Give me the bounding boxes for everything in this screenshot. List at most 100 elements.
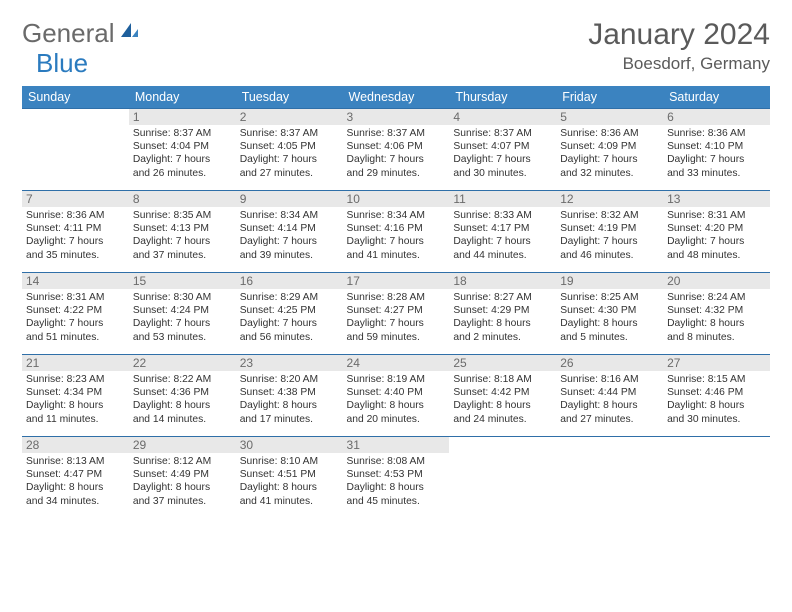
day-line: Sunrise: 8:18 AM (453, 373, 552, 386)
day-line: Daylight: 8 hours (453, 317, 552, 330)
weekday-header: Sunday (22, 86, 129, 109)
day-line: Sunset: 4:24 PM (133, 304, 232, 317)
day-details: Sunrise: 8:30 AMSunset: 4:24 PMDaylight:… (133, 291, 232, 344)
calendar-head: SundayMondayTuesdayWednesdayThursdayFrid… (22, 86, 770, 109)
day-line: Daylight: 8 hours (26, 481, 125, 494)
day-line: Sunrise: 8:37 AM (347, 127, 446, 140)
day-line: and 5 minutes. (560, 331, 659, 344)
day-line: Sunrise: 8:31 AM (26, 291, 125, 304)
day-line: Daylight: 7 hours (133, 317, 232, 330)
day-line: and 30 minutes. (667, 413, 766, 426)
day-line: Sunrise: 8:36 AM (667, 127, 766, 140)
day-number: 3 (343, 109, 450, 125)
day-line: Daylight: 7 hours (667, 153, 766, 166)
day-line: Daylight: 7 hours (347, 317, 446, 330)
day-details: Sunrise: 8:37 AMSunset: 4:05 PMDaylight:… (240, 127, 339, 180)
calendar-cell: 3Sunrise: 8:37 AMSunset: 4:06 PMDaylight… (343, 109, 450, 191)
day-line: Daylight: 7 hours (240, 317, 339, 330)
day-line: Daylight: 7 hours (560, 235, 659, 248)
day-line: Sunrise: 8:08 AM (347, 455, 446, 468)
day-line: Daylight: 8 hours (347, 481, 446, 494)
calendar-cell: 15 Sunrise: 8:30 AMSunset: 4:24 PMDayligh… (129, 273, 236, 355)
day-line: Daylight: 7 hours (26, 235, 125, 248)
day-details: Sunrise: 8:36 AMSunset: 4:11 PMDaylight:… (26, 209, 125, 262)
calendar-cell: 28Sunrise: 8:13 AMSunset: 4:47 PMDayligh… (22, 437, 129, 519)
day-line: and 44 minutes. (453, 249, 552, 262)
day-details: Sunrise: 8:31 AMSunset: 4:20 PMDaylight:… (667, 209, 766, 262)
day-number: 27 (663, 355, 770, 371)
day-line: Daylight: 7 hours (133, 235, 232, 248)
day-details: Sunrise: 8:13 AMSunset: 4:47 PMDaylight:… (26, 455, 125, 508)
day-number: 26 (556, 355, 663, 371)
day-line: Sunset: 4:09 PM (560, 140, 659, 153)
weekday-header: Saturday (663, 86, 770, 109)
day-details: Sunrise: 8:36 AMSunset: 4:09 PMDaylight:… (560, 127, 659, 180)
logo: General (22, 18, 143, 49)
day-line: Sunrise: 8:16 AM (560, 373, 659, 386)
day-line: Sunrise: 8:15 AM (667, 373, 766, 386)
day-number: 7 (22, 191, 129, 207)
day-number: 12 (556, 191, 663, 207)
day-line: and 37 minutes. (133, 249, 232, 262)
day-line: Sunrise: 8:30 AM (133, 291, 232, 304)
day-line: Daylight: 7 hours (667, 235, 766, 248)
day-details: Sunrise: 8:23 AMSunset: 4:34 PMDaylight:… (26, 373, 125, 426)
day-line: Sunset: 4:16 PM (347, 222, 446, 235)
day-details: Sunrise: 8:24 AMSunset: 4:32 PMDaylight:… (667, 291, 766, 344)
calendar-cell: 23Sunrise: 8:20 AMSunset: 4:38 PMDayligh… (236, 355, 343, 437)
calendar-cell: 30Sunrise: 8:10 AMSunset: 4:51 PMDayligh… (236, 437, 343, 519)
day-number: 15 (129, 273, 236, 289)
day-number: 21 (22, 355, 129, 371)
calendar-cell: 27Sunrise: 8:15 AMSunset: 4:46 PMDayligh… (663, 355, 770, 437)
day-line: Sunset: 4:07 PM (453, 140, 552, 153)
header: General January 2024 Boesdorf, Germany (22, 18, 770, 74)
day-number: 17 (343, 273, 450, 289)
logo-text-1: General (22, 18, 115, 49)
day-line: Sunset: 4:42 PM (453, 386, 552, 399)
day-details: Sunrise: 8:33 AMSunset: 4:17 PMDaylight:… (453, 209, 552, 262)
day-line: and 27 minutes. (560, 413, 659, 426)
calendar-cell: 10Sunrise: 8:34 AMSunset: 4:16 PMDayligh… (343, 191, 450, 273)
day-line: Sunrise: 8:37 AM (133, 127, 232, 140)
day-details: Sunrise: 8:08 AMSunset: 4:53 PMDaylight:… (347, 455, 446, 508)
page-title: January 2024 (588, 18, 770, 52)
day-details: Sunrise: 8:16 AMSunset: 4:44 PMDaylight:… (560, 373, 659, 426)
day-line: and 46 minutes. (560, 249, 659, 262)
day-line: Sunrise: 8:36 AM (26, 209, 125, 222)
day-line: Sunset: 4:04 PM (133, 140, 232, 153)
day-line: Sunrise: 8:34 AM (347, 209, 446, 222)
day-line: Sunset: 4:34 PM (26, 386, 125, 399)
calendar-cell: 22Sunrise: 8:22 AMSunset: 4:36 PMDayligh… (129, 355, 236, 437)
weekday-header: Thursday (449, 86, 556, 109)
location: Boesdorf, Germany (588, 54, 770, 74)
day-line: Sunrise: 8:31 AM (667, 209, 766, 222)
day-line: Sunset: 4:49 PM (133, 468, 232, 481)
day-line: Sunset: 4:53 PM (347, 468, 446, 481)
day-line: Sunset: 4:17 PM (453, 222, 552, 235)
day-line: Sunrise: 8:29 AM (240, 291, 339, 304)
day-line: Sunset: 4:22 PM (26, 304, 125, 317)
day-line: and 17 minutes. (240, 413, 339, 426)
day-line: Sunrise: 8:28 AM (347, 291, 446, 304)
day-line: Sunrise: 8:13 AM (26, 455, 125, 468)
calendar-row: 28Sunrise: 8:13 AMSunset: 4:47 PMDayligh… (22, 437, 770, 519)
calendar-row: 21 Sunrise: 8:23 AMSunset: 4:34 PMDayligh… (22, 355, 770, 437)
calendar-cell (22, 109, 129, 191)
calendar-cell (556, 437, 663, 519)
day-line: Sunset: 4:36 PM (133, 386, 232, 399)
day-number: 25 (449, 355, 556, 371)
day-line: Daylight: 8 hours (560, 317, 659, 330)
day-line: Daylight: 8 hours (667, 399, 766, 412)
day-line: Daylight: 7 hours (560, 153, 659, 166)
calendar-cell: 14Sunrise: 8:31 AMSunset: 4:22 PMDayligh… (22, 273, 129, 355)
day-line: and 30 minutes. (453, 167, 552, 180)
day-line: Daylight: 8 hours (667, 317, 766, 330)
day-line: Sunset: 4:30 PM (560, 304, 659, 317)
calendar-cell: 2Sunrise: 8:37 AMSunset: 4:05 PMDaylight… (236, 109, 343, 191)
logo-text-2: Blue (36, 48, 88, 79)
day-line: and 48 minutes. (667, 249, 766, 262)
day-details: Sunrise: 8:22 AMSunset: 4:36 PMDaylight:… (133, 373, 232, 426)
day-details: Sunrise: 8:31 AMSunset: 4:22 PMDaylight:… (26, 291, 125, 344)
day-line: Daylight: 7 hours (453, 153, 552, 166)
day-line: and 2 minutes. (453, 331, 552, 344)
